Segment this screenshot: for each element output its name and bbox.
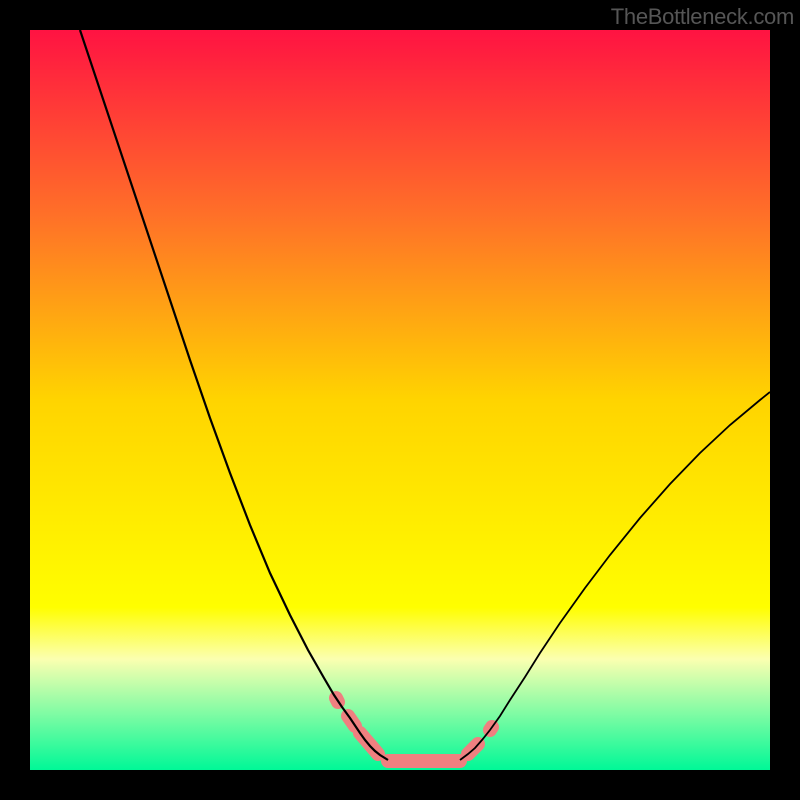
chart-svg bbox=[30, 30, 770, 770]
bottleneck-chart bbox=[30, 30, 770, 770]
chart-background bbox=[30, 30, 770, 770]
watermark-text: TheBottleneck.com bbox=[611, 4, 794, 30]
